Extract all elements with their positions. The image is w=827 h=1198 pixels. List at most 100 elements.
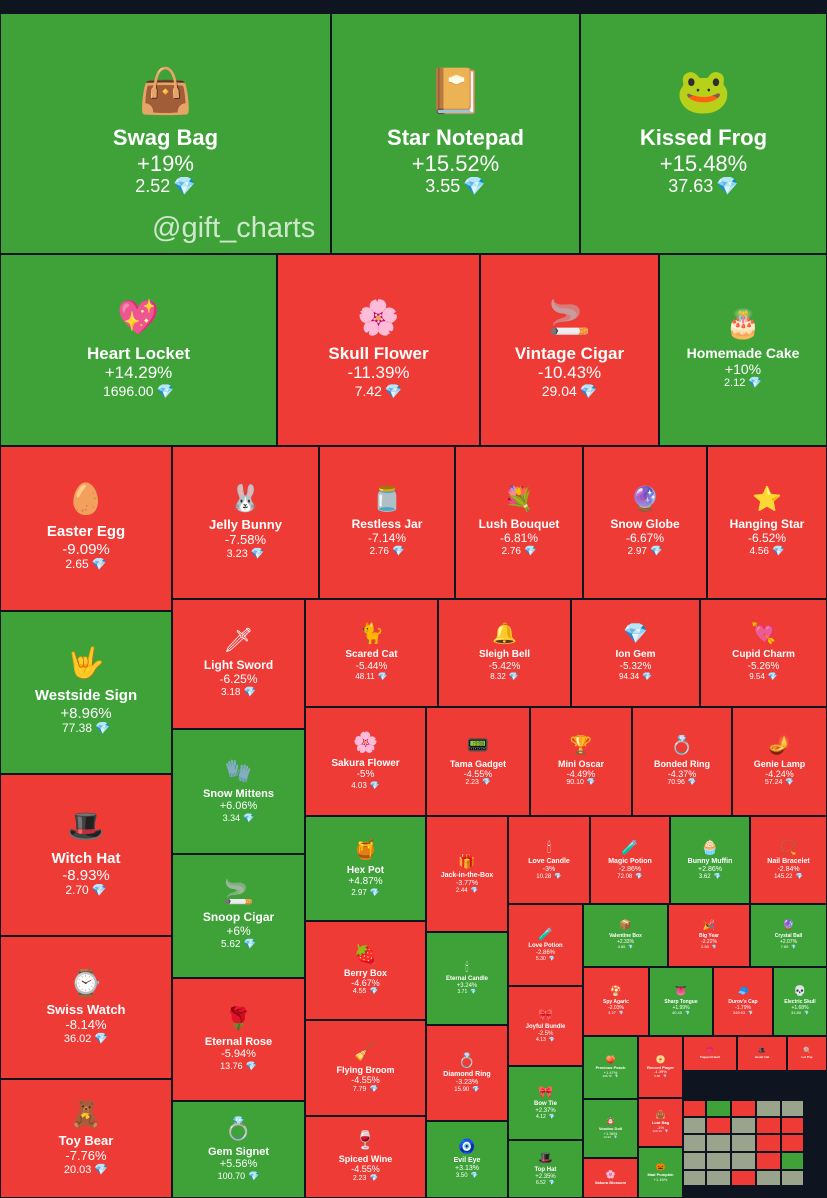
treemap-chart: 👜 Swag Bag +19% 2.52 💎 📔 Star Notepad +15.52% 3.… <box>0 13 827 1198</box>
tile-top-hat: 🎩 Top Hat +2.35% 6.52 💎 <box>508 1140 583 1198</box>
mini-tile <box>756 1100 781 1117</box>
cigar-icon: 🚬 <box>548 298 591 337</box>
tile-magic-potion: 🧪 Magic Potion -2.86% 72.08 💎 <box>590 816 670 904</box>
tile-name: Love Candle <box>528 857 570 865</box>
tile-snow-globe: 🔮 Snow Globe -6.67% 2.97 💎 <box>583 446 707 599</box>
diamond-icon: 💎 <box>548 955 555 962</box>
tile-change: +19% <box>137 150 194 176</box>
tile-name: Bow Tie <box>534 1100 557 1107</box>
mini-tile <box>683 1170 706 1186</box>
tile-value: 29.04 💎 <box>541 383 598 399</box>
year-icon: 🎉 <box>702 919 716 931</box>
tile-name: Jelly Bunny <box>209 516 282 532</box>
tile-star-notepad: 📔 Star Notepad +15.52% 3.55 💎 <box>331 13 580 254</box>
mini-tile <box>731 1152 756 1170</box>
tile-name: Hanging Star <box>729 516 805 531</box>
tile-value: 1696.00 💎 <box>102 383 175 399</box>
tile-value: 2.52 💎 <box>135 175 196 196</box>
tile-name: Restless Jar <box>351 516 423 531</box>
small-tiles-grid <box>683 1100 827 1198</box>
tile-value: 5.68 💎 <box>654 1073 667 1078</box>
potion-icon: 🧪 <box>621 838 639 855</box>
wine-icon: 🍷 <box>354 1130 377 1151</box>
tile-restless-jar: 🫙 Restless Jar -7.14% 2.76 💎 <box>319 446 455 599</box>
tile-electric-skull: 💀 Electric Skull +1.68% 31.80 💎 <box>773 967 827 1036</box>
diamond-icon: 💎 <box>463 175 486 196</box>
tile-name: Eternal Rose <box>204 1035 273 1048</box>
tile-name: Heart Locket <box>87 343 190 363</box>
tile-change: +1.36% <box>603 1130 618 1136</box>
tile-change: +1.68% <box>791 1004 809 1011</box>
diamond-icon: 💎 <box>470 989 477 996</box>
tile-change: +15.48% <box>659 150 748 176</box>
jack-box-icon: 🎁 <box>458 852 476 869</box>
tile-name: Tama Gadget <box>449 758 507 769</box>
tile-name: Gem Signet <box>207 1145 270 1158</box>
diamond-icon: 💎 <box>91 883 107 898</box>
tile-value: 4.65 💎 <box>617 944 634 950</box>
tile-name: Spy Agaric <box>603 998 629 1005</box>
tile-name: Trapped Heart <box>699 1054 721 1059</box>
diamond-icon: 💎 <box>384 383 403 399</box>
diamond-icon: 💎 <box>663 1073 667 1078</box>
tile-change: +3.24% <box>456 983 478 990</box>
diamond-icon: 💎 <box>795 873 803 880</box>
tile-bunny-muffin: 🧁 Bunny Muffin +2.86% 3.62 💎 <box>670 816 750 904</box>
tile-joyful-bundle: 🎀 Joyful Bundle -2.5% 4.13 💎 <box>508 986 583 1066</box>
tile-value: 10.28 💎 <box>536 873 562 880</box>
tile-change: -3% <box>542 865 556 873</box>
tile-name: Record Player <box>647 1064 674 1070</box>
diamond-icon: 💎 <box>481 779 491 787</box>
diamond-icon: 💎 <box>548 1113 555 1120</box>
tile-name: Star Notepad <box>387 125 524 151</box>
tile-love-candle: 🕯 Love Candle -3% 10.28 💎 <box>508 816 590 904</box>
tile-value: 100.70 💎 <box>217 1170 260 1181</box>
tile-change: -6.67% <box>625 530 665 545</box>
tile-change: +6.06% <box>219 800 258 813</box>
tile-change: -4.55% <box>351 1075 380 1086</box>
tile-eternal-candle: 🕯 Eternal Candle +3.24% 3.71 💎 <box>426 932 508 1025</box>
tile-jelly-bunny: 🐰 Jelly Bunny -7.58% 3.23 💎 <box>172 446 319 599</box>
tile-name: Lush Bouquet <box>478 516 560 531</box>
tile-bow-tie: 🎀 Bow Tie +2.37% 4.12 💎 <box>508 1066 583 1140</box>
jar-icon: 🫙 <box>372 485 402 513</box>
mini-tile <box>706 1117 731 1134</box>
tile-hanging-star: ⭐ Hanging Star -6.52% 4.56 💎 <box>707 446 827 599</box>
diamond-icon: 💎 <box>711 944 717 950</box>
tile-nail-bracelet: 📿 Nail Bracelet -2.84% 145.22 💎 <box>750 816 827 904</box>
diamond-icon: 💎 <box>650 545 663 557</box>
tile-change: -5.42% <box>488 660 521 672</box>
diamond-icon: 💎 <box>664 1129 669 1134</box>
diamond-icon: 💎 <box>618 1010 624 1016</box>
hat-icon: 🎩 <box>758 1047 766 1054</box>
signet-icon: 💍 <box>224 1115 253 1141</box>
watch-icon: ⌚ <box>69 967 103 998</box>
tile-name: Berry Box <box>343 967 388 978</box>
tile-change: -10.43% <box>537 363 602 383</box>
tile-change: -4.55% <box>463 768 493 779</box>
tile-value: 7.42 💎 <box>354 383 403 399</box>
ring-icon: 💍 <box>670 734 694 755</box>
diamond-icon: 💎 <box>642 672 652 682</box>
tile-value: 13.76 💎 <box>220 1060 257 1071</box>
lamp-icon: 🪔 <box>768 734 791 755</box>
oscar-icon: 🏆 <box>569 734 593 755</box>
mini-tile <box>731 1134 756 1152</box>
tile-big-year: 🎉 Big Year -2.22% 2.53 💎 <box>668 904 750 967</box>
bag-icon: 👜 <box>655 1110 666 1120</box>
ball-icon: 🔮 <box>782 919 795 931</box>
tile-flying-broom: 🧹 Flying Broom -4.55% 7.79 💎 <box>305 1020 426 1116</box>
tile-name: Diamond Ring <box>443 1070 491 1078</box>
tile-change: -7.14% <box>367 530 407 545</box>
tile-name: Cupid Charm <box>732 649 795 661</box>
diamond-icon: 💎 <box>369 887 380 897</box>
tile-change: -1% <box>656 1124 665 1130</box>
tile-name: Snow Globe <box>610 516 680 531</box>
diamond-icon: 💎 <box>470 887 479 894</box>
tile-sakura-flower: 🌸 Sakura Flower -5% 4.03 💎 <box>305 707 426 816</box>
bracelet-icon: 📿 <box>779 838 798 855</box>
mini-tile <box>683 1117 706 1134</box>
tile-swag-bag: 👜 Swag Bag +19% 2.52 💎 <box>0 13 331 254</box>
diamond-icon: 💎 <box>613 1135 618 1140</box>
tile-value: 31.80 💎 <box>791 1010 809 1016</box>
